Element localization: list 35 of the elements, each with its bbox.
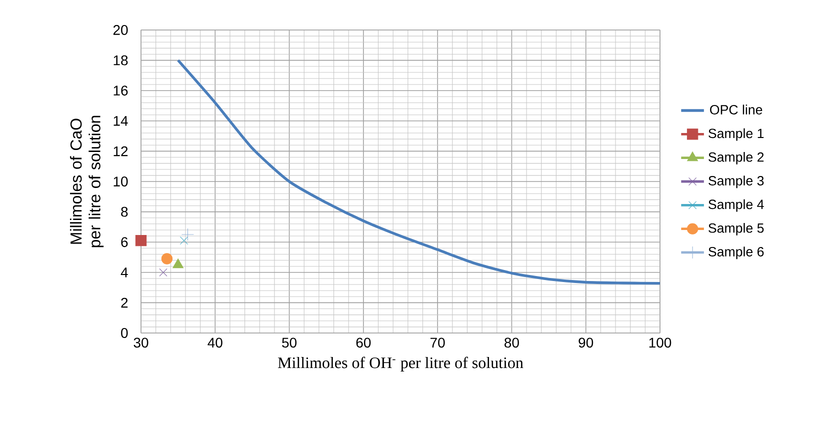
- point: [135, 234, 147, 246]
- y-tick-label: 8: [121, 206, 128, 217]
- x-tick-label: 100: [649, 338, 672, 348]
- y-tick-label: 20: [113, 25, 128, 35]
- legend-label: Sample 1: [708, 128, 764, 141]
- legend-label: Sample 3: [708, 176, 764, 188]
- x-tick-label: 30: [134, 338, 148, 348]
- y-tick-label: 4: [120, 268, 128, 278]
- y-tick-label: 12: [114, 146, 128, 156]
- legend-label: Sample 5: [708, 222, 764, 236]
- x-tick-label: 50: [282, 338, 297, 348]
- y-tick-label: 0: [121, 328, 128, 338]
- x-tick-label: 70: [430, 338, 445, 348]
- x-tick-label: 80: [504, 338, 519, 348]
- legend-label: Sample 4: [708, 199, 764, 212]
- y-tick-label: 14: [114, 116, 128, 126]
- point: [172, 258, 184, 268]
- legend-label: OPC line: [710, 104, 762, 114]
- legend-label: Sample 2: [708, 152, 764, 164]
- point: [161, 253, 173, 264]
- point: [180, 236, 188, 245]
- x-tick-label: 40: [208, 338, 222, 348]
- y-tick-label: 6: [121, 237, 128, 248]
- point: [159, 268, 168, 276]
- y-tick-label: 16: [114, 86, 128, 96]
- y-axis-title: Millimoles of CaO per litre of solution: [70, 116, 104, 248]
- x-tick-label: 60: [356, 338, 371, 348]
- legend-label: Sample 6: [708, 246, 764, 260]
- line-series: [176, 58, 660, 285]
- x-axis-title: Millimoles of OH$^{-}$ per litre of solution: [278, 356, 524, 372]
- point: [181, 228, 194, 241]
- x-tick-label: 90: [578, 338, 594, 348]
- y-tick-label: 18: [114, 55, 128, 66]
- y-tick-label: 10: [114, 176, 128, 186]
- y-tick-label: 2: [121, 298, 128, 308]
